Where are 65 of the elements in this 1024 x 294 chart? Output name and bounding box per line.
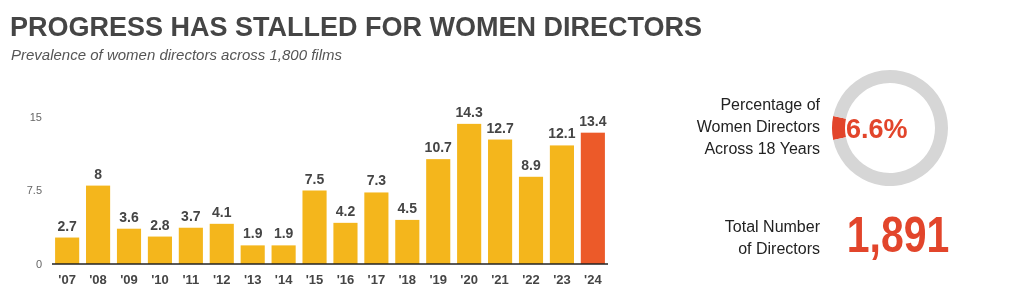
x-tick-label: '10 [151,272,169,287]
x-tick-label: '13 [243,272,262,287]
data-label: 10.7 [424,139,453,156]
bar [147,236,172,264]
x-tick-label: '14 [274,272,294,287]
bar [364,192,389,264]
data-label: 8 [94,165,103,182]
data-label: 2.8 [150,216,170,233]
data-label: 4.2 [335,202,356,219]
chart-title: PROGRESS HAS STALLED FOR WOMEN DIRECTORS [10,12,703,42]
data-label: 2.7 [57,217,78,234]
data-label: 14.3 [455,103,483,120]
bar [209,223,234,264]
data-label: 4.1 [212,203,232,220]
data-label: 1.9 [273,225,294,242]
x-tick-label: '20 [460,272,478,287]
bar [395,219,420,264]
bar [240,245,265,264]
text: 1,891 [846,207,950,263]
text: Percentage of Women Directors Across 18 Years [696,96,821,157]
x-tick-label: '08 [89,272,107,287]
x-tick-label: '15 [305,272,324,287]
donut-slice [832,116,846,140]
data-label: 12.7 [486,119,514,136]
x-tick-label: '24 [584,272,603,287]
donut-slice [833,70,948,186]
y-tick-label: 0 [35,257,42,270]
chart-subtitle: Prevalence of women directors across 1,800 films [11,46,343,63]
y-tick-label: 7.5 [26,184,42,197]
data-label: 1.9 [242,225,263,242]
data-label: 3.6 [119,208,139,225]
data-label: 8.9 [521,156,541,173]
data-label: 6.6% [846,113,908,144]
data-label: 12.1 [548,125,576,142]
x-tick-label: '11 [182,272,200,287]
data-label: 4.5 [397,199,418,216]
bar [426,159,451,264]
bar [302,190,327,264]
x-tick-label: '09 [120,272,138,287]
data-label: 13.4 [579,112,607,129]
x-tick-label: '17 [367,272,386,287]
x-tick-label: '23 [553,272,571,287]
bar [271,245,296,264]
x-tick-label: '12 [212,272,231,287]
x-tick-label: '22 [522,272,540,287]
x-tick-label: '21 [491,272,509,287]
bar [86,185,111,264]
data-label: 7.5 [304,170,325,187]
bar [116,228,142,264]
data-label: 3.7 [181,207,201,224]
bar [549,145,574,264]
y-tick-label: 15 [29,110,42,123]
bar [580,132,605,264]
data-label: 7.3 [366,172,387,189]
bar [488,139,513,264]
x-tick-label: '16 [336,272,355,287]
bar [457,123,482,264]
x-tick-label: '07 [58,272,76,287]
bar [518,176,544,264]
bar [55,237,80,264]
x-tick-label: '19 [429,272,448,287]
x-tick-label: '18 [398,272,417,287]
bar [178,227,203,264]
bar [333,222,358,264]
text: Total Number of Directors [724,218,821,257]
